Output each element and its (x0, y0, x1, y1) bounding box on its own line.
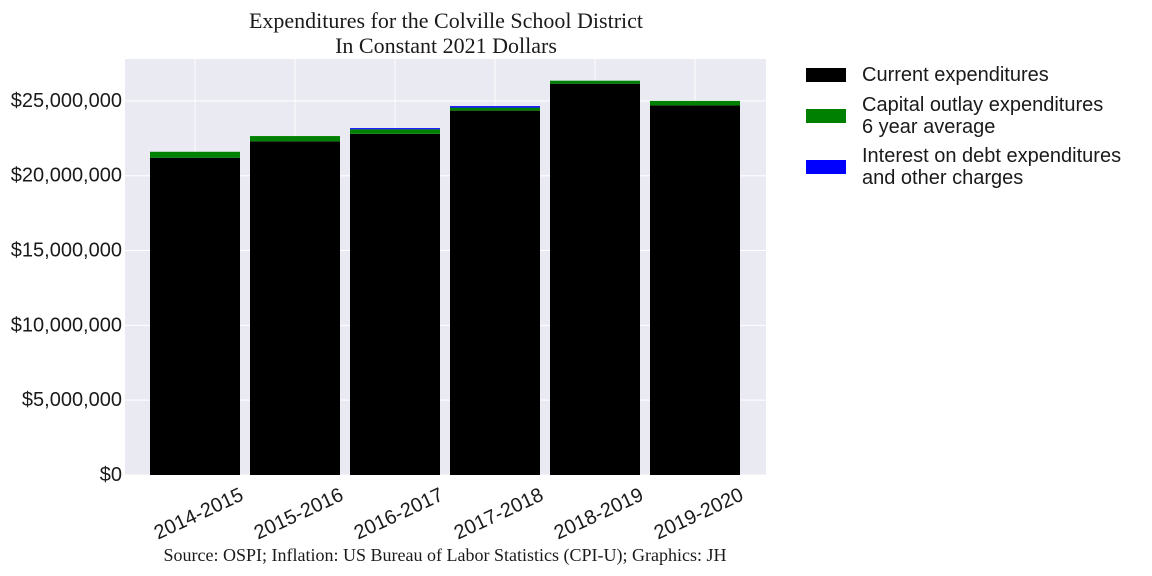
legend-swatch (806, 68, 846, 82)
x-tick-label: 2019-2020 (651, 484, 747, 544)
x-tick-label: 2016-2017 (351, 484, 447, 544)
y-tick-label: $0 (100, 464, 122, 486)
x-tick-label: 2015-2016 (251, 484, 347, 544)
bar-segment-current (450, 110, 540, 475)
legend-label: Capital outlay expenditures (862, 94, 1103, 116)
source-note: Source: OSPI; Inflation: US Bureau of La… (164, 545, 727, 566)
bar-segment-capital-outlay (450, 107, 540, 111)
bar-segment-capital-outlay (650, 100, 740, 106)
y-tick-label: $20,000,000 (11, 165, 122, 187)
legend-label: 6 year average (862, 116, 995, 138)
y-tick-label: $15,000,000 (11, 240, 122, 262)
legend-swatch (806, 160, 846, 174)
y-tick-label: $10,000,000 (11, 314, 122, 336)
title-line: In Constant 2021 Dollars (335, 33, 557, 58)
bar-segment-interest-on-debt (350, 128, 440, 130)
bar-segment-current (350, 133, 440, 476)
x-axis-tick-labels: 2014-2015 2015-2016 2016-2017 2017-2018 2018… (151, 484, 747, 544)
bar-segment-capital-outlay (250, 136, 340, 142)
chart-title: Expenditures for the Colville School Dis… (249, 8, 643, 58)
legend-label: and other charges (862, 167, 1023, 189)
legend-label: Interest on debt expenditures (862, 145, 1121, 167)
y-tick-label: $5,000,000 (22, 389, 122, 411)
bar-segment-capital-outlay (550, 80, 640, 84)
title-line: Expenditures for the Colville School Dis… (249, 8, 643, 33)
bar-segment-interest-on-debt (450, 106, 540, 108)
bar-segment-current (250, 141, 340, 475)
x-tick-label: 2018-2019 (551, 484, 647, 544)
legend-label: Current expenditures (862, 64, 1049, 86)
y-axis-tick-labels: $0 $5,000,000 $10,000,000 $15,000,000 $20,00… (11, 90, 122, 486)
x-tick-label: 2014-2015 (151, 484, 247, 544)
legend-swatch (806, 109, 846, 123)
bar-segment-capital-outlay (350, 129, 440, 134)
bar-segment-current (550, 83, 640, 476)
bar-segment-current (150, 157, 240, 476)
bar-stacks (150, 80, 740, 476)
x-tick-label: 2017-2018 (451, 484, 547, 544)
y-tick-label: $25,000,000 (11, 90, 122, 112)
bar-segment-current (650, 105, 740, 475)
legend: Current expenditures Capital outlay expen… (806, 64, 1121, 189)
bar-segment-capital-outlay (150, 151, 240, 158)
